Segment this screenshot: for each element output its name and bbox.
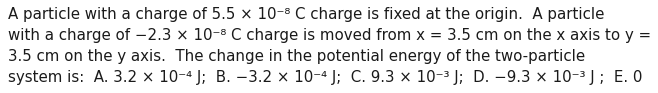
Text: A particle with a charge of 5.5 × 10⁻⁸ C charge is fixed at the origin.  A parti: A particle with a charge of 5.5 × 10⁻⁸ C… bbox=[8, 7, 605, 22]
Text: with a charge of −2.3 × 10⁻⁸ C charge is moved from x = 3.5 cm on the x axis to : with a charge of −2.3 × 10⁻⁸ C charge is… bbox=[8, 28, 651, 43]
Text: 3.5 cm on the y axis.  The change in the potential energy of the two-particle: 3.5 cm on the y axis. The change in the … bbox=[8, 49, 585, 64]
Text: system is:  A. 3.2 × 10⁻⁴ J;  B. −3.2 × 10⁻⁴ J;  C. 9.3 × 10⁻³ J;  D. −9.3 × 10⁻: system is: A. 3.2 × 10⁻⁴ J; B. −3.2 × 10… bbox=[8, 70, 642, 85]
